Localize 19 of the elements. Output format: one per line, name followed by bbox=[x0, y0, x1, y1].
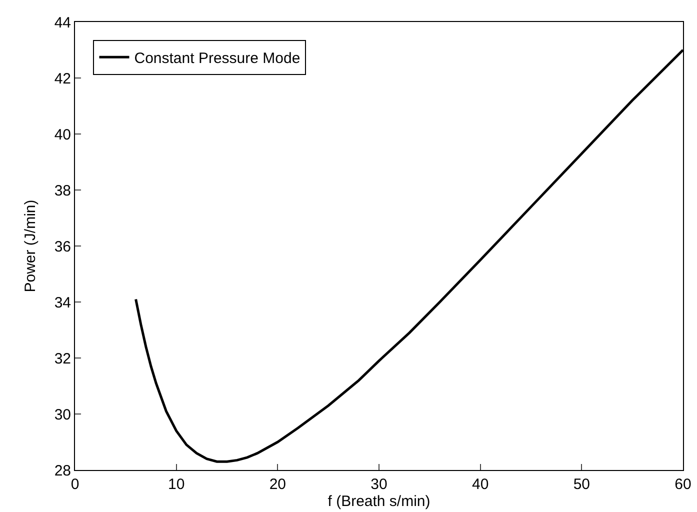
legend-label: Constant Pressure Mode bbox=[134, 50, 300, 68]
y-tick-label: 36 bbox=[54, 238, 71, 256]
y-tick-label: 38 bbox=[54, 182, 71, 200]
y-tick-label: 42 bbox=[54, 70, 71, 88]
x-tick-label: 20 bbox=[269, 476, 286, 493]
x-tick-label: 60 bbox=[674, 476, 692, 493]
x-tick-label: 10 bbox=[168, 476, 185, 493]
y-tick-label: 28 bbox=[54, 462, 71, 480]
y-tick-label: 30 bbox=[54, 406, 71, 424]
x-axis-title: f (Breath s/min) bbox=[328, 493, 430, 510]
x-tick-label: 40 bbox=[472, 476, 489, 493]
x-tick-label: 50 bbox=[573, 476, 590, 493]
y-axis-title: Power (J/min) bbox=[22, 200, 39, 292]
y-tick-label: 32 bbox=[54, 350, 71, 368]
x-tick-label: 30 bbox=[370, 476, 388, 493]
y-tick-label: 44 bbox=[54, 14, 71, 32]
y-tick-label: 40 bbox=[54, 126, 71, 144]
x-tick-label: 0 bbox=[70, 476, 80, 493]
y-tick-label: 34 bbox=[54, 294, 71, 312]
